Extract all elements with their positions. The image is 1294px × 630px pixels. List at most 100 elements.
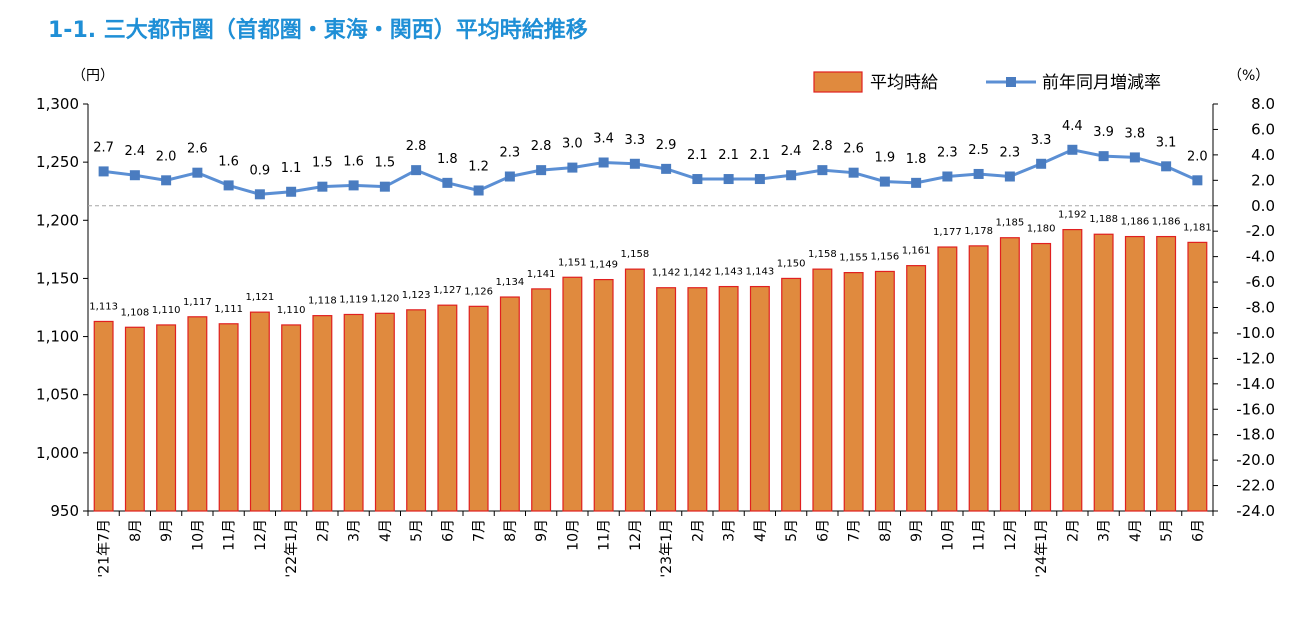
- bar: [562, 276, 583, 512]
- rate-data-label: 1.8: [437, 152, 458, 167]
- right-tick-label: -6.0: [1246, 273, 1275, 291]
- bar: [718, 285, 739, 512]
- bar-data-label: 1,158: [808, 249, 837, 260]
- chart-title: 1-1. 三大都市圏（首都圏・東海・関西）平均時給推移: [48, 18, 588, 43]
- rate-point-marker: [411, 165, 422, 176]
- bar: [1156, 235, 1177, 512]
- bar-data-label: 1,158: [621, 249, 650, 260]
- rate-point-marker: [817, 165, 828, 176]
- right-tick-label: -18.0: [1236, 426, 1275, 444]
- bar: [374, 312, 395, 512]
- x-category-label: 10月: [565, 519, 581, 551]
- x-category-label: 12月: [1003, 519, 1019, 551]
- x-category-label: '21年7月: [97, 519, 113, 578]
- x-category-label: 4月: [378, 519, 394, 542]
- bar-data-label: 1,141: [527, 269, 556, 280]
- bar: [687, 287, 708, 512]
- rate-data-label: 1.9: [875, 151, 896, 166]
- x-category-label: 8月: [878, 519, 894, 542]
- bar-data-label: 1,119: [339, 294, 368, 305]
- rate-point-marker: [629, 158, 640, 169]
- x-category-label: '24年1月: [1034, 519, 1050, 578]
- rate-data-label: 3.0: [562, 137, 583, 152]
- rate-point-marker: [692, 174, 703, 185]
- rate-data-label: 2.6: [187, 142, 208, 157]
- bar: [812, 268, 833, 512]
- left-tick-label: 1,250: [36, 153, 79, 171]
- bar-data-label: 1,126: [464, 286, 493, 297]
- rate-point-marker: [879, 176, 890, 187]
- bar-data-label: 1,127: [433, 285, 462, 296]
- bar-data-label: 1,111: [214, 304, 243, 315]
- bar-data-label: 1,123: [402, 290, 431, 301]
- right-tick-label: 0.0: [1251, 197, 1275, 215]
- x-category-label: 9月: [909, 519, 925, 542]
- rate-point-marker: [1098, 151, 1109, 162]
- rate-point-marker: [848, 167, 859, 178]
- rate-data-label: 2.1: [687, 148, 708, 163]
- x-category-label: 10月: [940, 519, 956, 551]
- bar: [93, 320, 114, 512]
- right-tick-label: -2.0: [1246, 222, 1275, 240]
- bar: [437, 304, 458, 512]
- bar-data-label: 1,180: [1027, 224, 1056, 235]
- right-tick-label: 2.0: [1251, 171, 1275, 189]
- rate-data-label: 3.1: [1156, 135, 1177, 150]
- rate-series-line: [103, 148, 1198, 196]
- bar-data-label: 1,181: [1183, 222, 1212, 233]
- rate-data-label: 1.8: [906, 152, 927, 167]
- rate-point-marker: [661, 163, 672, 174]
- rate-point-marker: [754, 174, 765, 185]
- left-tick-label: 1,150: [36, 269, 79, 287]
- rate-point-marker: [129, 170, 140, 181]
- left-tick-label: 950: [50, 502, 79, 520]
- x-category-label: 5月: [409, 519, 425, 542]
- bar: [249, 311, 270, 512]
- x-category-label: 4月: [1128, 519, 1144, 542]
- rate-point-marker: [723, 174, 734, 185]
- bar-data-label: 1,110: [152, 305, 181, 316]
- bar: [749, 285, 770, 512]
- bar-data-label: 1,161: [902, 246, 931, 257]
- bar-data-label: 1,151: [558, 257, 587, 268]
- bar-data-label: 1,121: [246, 292, 275, 303]
- bar-data-label: 1,186: [1152, 217, 1181, 228]
- bar-data-label: 1,142: [652, 268, 681, 279]
- right-tick-label: -14.0: [1236, 375, 1275, 393]
- x-category-label: 5月: [784, 519, 800, 542]
- bar-data-label: 1,113: [89, 301, 118, 312]
- rate-point-marker: [379, 181, 390, 192]
- rate-data-label: 3.4: [593, 132, 614, 147]
- bar-data-label: 1,177: [933, 227, 962, 238]
- bar-data-label: 1,110: [277, 305, 306, 316]
- rate-point-marker: [1161, 161, 1172, 172]
- bar: [906, 265, 927, 512]
- x-category-label: 2月: [315, 519, 331, 542]
- rate-data-label: 2.4: [781, 144, 802, 159]
- x-category-label: 9月: [159, 519, 175, 542]
- bar: [406, 309, 427, 512]
- rate-point-marker: [1192, 175, 1203, 186]
- x-category-label: 11月: [222, 519, 238, 551]
- rate-data-label: 0.9: [250, 163, 271, 178]
- rate-point-marker: [536, 165, 547, 176]
- right-tick-label: -12.0: [1236, 349, 1275, 367]
- bar: [843, 272, 864, 512]
- bar: [468, 305, 489, 512]
- rate-point-marker: [348, 180, 359, 191]
- rate-point-marker: [567, 162, 578, 173]
- bar: [218, 323, 239, 512]
- x-category-label: '23年1月: [659, 519, 675, 578]
- bar: [937, 246, 958, 512]
- bar-data-label: 1,150: [777, 258, 806, 269]
- bar-data-label: 1,192: [1058, 210, 1087, 221]
- rate-data-label: 1.6: [218, 154, 239, 169]
- bar-data-label: 1,108: [121, 307, 150, 318]
- bar-data-label: 1,149: [589, 260, 618, 271]
- left-tick-label: 1,000: [36, 444, 79, 462]
- right-tick-label: 4.0: [1251, 146, 1275, 164]
- right-tick-label: -22.0: [1236, 477, 1275, 495]
- bar: [1093, 233, 1114, 512]
- rate-data-label: 2.3: [937, 145, 958, 160]
- rate-point-marker: [598, 157, 609, 168]
